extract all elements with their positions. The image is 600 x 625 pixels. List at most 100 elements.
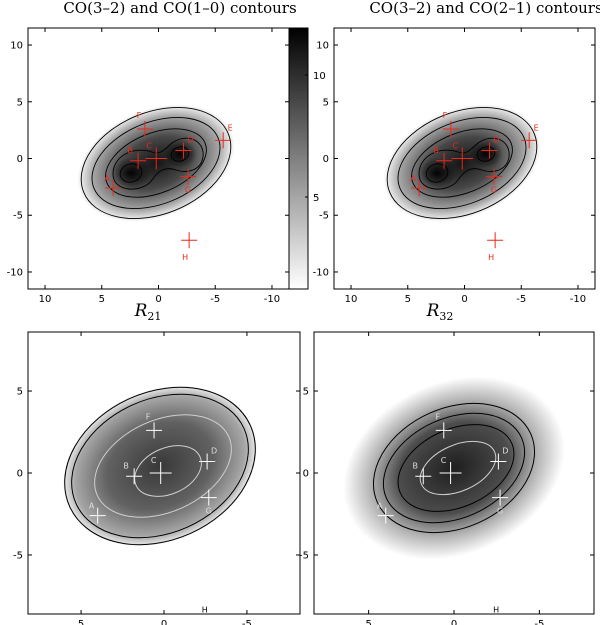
- panel-3-title: R21: [134, 301, 162, 323]
- y-tick-label: 5: [17, 97, 23, 108]
- y-tick-label: 0: [303, 469, 309, 480]
- marker-layer: A B C D F G H: [89, 412, 217, 614]
- panel-4-image: [343, 376, 565, 560]
- position-label: H: [488, 253, 494, 262]
- position-label: D: [493, 136, 499, 145]
- position-label: A: [104, 174, 110, 183]
- y-tick-label: 0: [17, 154, 23, 165]
- y-tick-label: -5: [319, 211, 329, 222]
- panel-r32: A B C D F G H 5 0 -5 5 0 -5: [299, 331, 595, 625]
- y-tick-label: 10: [10, 41, 23, 52]
- colorbar-tick-label: 5: [313, 193, 319, 204]
- x-tick-label: 0: [461, 294, 467, 305]
- y-tick-label: 5: [323, 97, 329, 108]
- contour-line: [397, 424, 515, 512]
- contour-line: [91, 116, 221, 210]
- ratio-map: [343, 376, 565, 560]
- y-tick-label: -10: [7, 267, 23, 278]
- emission-peak-west: [111, 157, 151, 189]
- position-label: D: [211, 447, 217, 456]
- contour-line: [386, 106, 538, 220]
- x-tick-label: 10: [345, 294, 358, 305]
- x-tick-label: -5: [210, 294, 220, 305]
- axis-ticks: 5 0 -5 5 0 -5: [13, 332, 300, 625]
- x-tick-label: 0: [155, 294, 161, 305]
- position-label: C: [151, 456, 157, 465]
- x-tick-label: 5: [78, 619, 84, 625]
- contour-line: [119, 163, 143, 183]
- position-label: A: [410, 174, 416, 183]
- axis-ticks: 10 5 0 -5 -10 10 5 0 -5 -10: [7, 28, 289, 305]
- y-tick-label: 10: [316, 41, 329, 52]
- x-tick-label: 0: [161, 619, 167, 625]
- position-label: H: [493, 606, 499, 615]
- y-tick-label: 0: [323, 154, 329, 165]
- position-label: H: [202, 606, 208, 615]
- emission-peak-east: [163, 140, 197, 168]
- position-label: E: [534, 123, 539, 132]
- colorbar: [288, 27, 309, 290]
- position-label: A: [377, 502, 383, 511]
- position-label: B: [433, 146, 439, 155]
- position-label: D: [187, 136, 193, 145]
- position-label: F: [443, 111, 448, 120]
- axis-ticks: 10 5 0 -5 -10 10 5 0 -5 -10: [313, 28, 595, 305]
- y-tick-label: 0: [17, 469, 23, 480]
- x-tick-label: -5: [534, 619, 544, 625]
- panel-co32-co21: A B C D E F G H 10 5 0 -5 -10 10 5 0 -5 -10: [313, 27, 596, 305]
- y-tick-label: -5: [13, 211, 23, 222]
- contour-line: [112, 137, 204, 190]
- panel-2-title: CO(3–2) and CO(2–1) contours: [369, 0, 600, 17]
- position-label: C: [146, 142, 152, 151]
- position-label: D: [502, 447, 508, 456]
- contour-line: [476, 146, 496, 162]
- y-tick-label: -10: [313, 267, 329, 278]
- position-label: G: [497, 507, 503, 516]
- axis-ticks: 5 0 -5 5 0 -5: [299, 332, 594, 625]
- position-label: F: [146, 412, 151, 421]
- y-tick-label: 5: [17, 387, 23, 398]
- contour-line: [64, 386, 256, 546]
- contour-line: [372, 402, 536, 534]
- x-tick-label: 10: [39, 294, 52, 305]
- emission-peak-east: [469, 140, 503, 168]
- contour-set: [80, 106, 232, 220]
- x-tick-label: 0: [451, 619, 457, 625]
- contour-line: [382, 412, 526, 524]
- position-label: E: [228, 123, 233, 132]
- marker-layer: A B C D E F G H: [104, 111, 232, 262]
- x-tick-label: -10: [570, 294, 586, 305]
- position-label: B: [127, 146, 133, 155]
- panel-co32-co10: A B C D E F G H 10 5 0 -5 -10 10 5 0 -5 -10 10 5: [7, 27, 326, 305]
- contour-line: [425, 163, 449, 183]
- panel-4-title: R32: [426, 301, 454, 323]
- contour-set: [64, 386, 256, 546]
- position-label: F: [435, 412, 440, 421]
- position-label: G: [491, 186, 497, 195]
- position-label: C: [441, 456, 447, 465]
- marker-layer: A B C D F G H: [377, 412, 509, 614]
- panel-3-image: [63, 386, 257, 546]
- y-tick-label: -5: [13, 550, 23, 561]
- contour-set: [372, 402, 536, 534]
- y-tick-label: -5: [299, 550, 309, 561]
- contour-line: [94, 414, 232, 518]
- x-tick-label: -10: [264, 294, 280, 305]
- position-label: A: [89, 502, 95, 511]
- position-label: G: [206, 507, 212, 516]
- contour-line: [170, 146, 190, 162]
- y-tick-label: 5: [303, 387, 309, 398]
- x-tick-label: 5: [365, 619, 371, 625]
- position-label: C: [452, 142, 458, 151]
- position-label: H: [182, 253, 188, 262]
- contour-line: [419, 440, 497, 496]
- colorbar-tick-label: 10: [313, 71, 326, 82]
- position-label: G: [185, 186, 191, 195]
- position-label: B: [413, 461, 419, 470]
- marker-layer: A B C D E F G H: [410, 111, 538, 262]
- panel-r21: A B C D F G H 5 0 -5 5 0 -5: [13, 331, 301, 625]
- x-tick-label: 5: [405, 294, 411, 305]
- x-tick-label: -5: [242, 619, 252, 625]
- x-tick-label: -5: [516, 294, 526, 305]
